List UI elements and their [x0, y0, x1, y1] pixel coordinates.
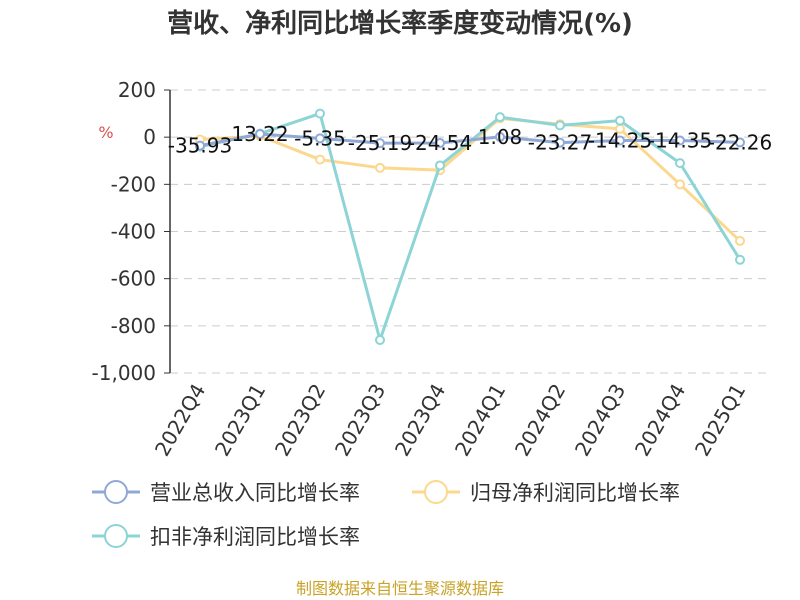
legend-marker: [104, 480, 128, 504]
series-line: [199, 132, 741, 148]
data-label: -5.35: [294, 126, 346, 150]
legend-item[interactable]: 营业总收入同比增长率: [92, 480, 360, 505]
legend-item[interactable]: 归母净利润同比增长率: [412, 480, 680, 505]
data-label: -14.35: [648, 129, 712, 153]
data-point: [435, 160, 445, 171]
x-tick-label: 2024Q2: [510, 380, 570, 461]
data-point: [555, 120, 565, 131]
data-point: [495, 112, 505, 123]
data-point: [555, 137, 565, 148]
data-label: -23.27: [528, 131, 592, 155]
x-tick-label: 2023Q1: [210, 380, 270, 461]
data-point: [195, 140, 205, 151]
y-tick-label: -200: [111, 172, 156, 196]
data-point: [735, 254, 745, 265]
data-point: [435, 137, 445, 148]
y-tick-label: -600: [111, 267, 156, 291]
x-tick-label: 2022Q4: [150, 380, 210, 461]
legend-marker: [104, 524, 128, 548]
y-tick-label: 0: [143, 125, 156, 149]
data-point: [735, 137, 745, 148]
series-layer: [195, 108, 745, 345]
y-axis: 200 0 -200 -400 -600 -800 -1,000: [92, 78, 171, 385]
y-tick-label: 200: [118, 78, 156, 102]
x-tick-label: 2023Q3: [330, 380, 390, 461]
legend-label: 营业总收入同比增长率: [150, 481, 360, 505]
x-tick-label: 2023Q2: [270, 380, 330, 461]
x-tick-label: 2024Q4: [630, 380, 690, 461]
data-point: [375, 162, 385, 173]
data-point: [675, 135, 685, 146]
data-point: [675, 179, 685, 190]
y-tick-label: -400: [111, 220, 156, 244]
y-tick-label: -1,000: [92, 361, 156, 385]
data-point: [315, 108, 325, 119]
legend-item[interactable]: 扣非净利润同比增长率: [92, 524, 360, 549]
data-point: [735, 235, 745, 246]
x-tick-label: 2024Q1: [450, 380, 510, 461]
series-line: [199, 116, 742, 243]
data-label: -24.54: [408, 131, 472, 155]
y-axis-unit: %: [98, 123, 113, 142]
x-tick-label: 2023Q4: [390, 380, 450, 461]
data-label: -35.93: [168, 134, 232, 158]
data-label: 13.22: [231, 122, 288, 146]
legend-marker: [424, 480, 448, 504]
data-point: [495, 131, 505, 142]
data-point: [615, 115, 625, 126]
grid-lines: [170, 89, 770, 374]
x-axis: 2022Q4 2023Q1 2023Q2 2023Q3 2023Q4 2024Q1 2024…: [150, 380, 750, 461]
data-label: -14.25: [588, 129, 652, 153]
data-point: [375, 138, 385, 149]
data-label: -22.26: [708, 130, 772, 154]
legend-label: 扣非净利润同比增长率: [150, 525, 360, 549]
chart-title: 营收、净利同比增长率季度变动情况(%): [167, 8, 633, 39]
y-tick-label: -800: [111, 314, 156, 338]
legend-label: 归母净利润同比增长率: [470, 481, 680, 505]
data-point: [315, 154, 325, 165]
data-label: -25.19: [348, 131, 412, 155]
source-note: 制图数据来自恒生聚源数据库: [296, 579, 504, 598]
data-point: [375, 334, 385, 345]
x-tick-label: 2025Q1: [690, 380, 750, 461]
x-tick-label: 2024Q3: [570, 380, 630, 461]
data-point: [675, 158, 685, 169]
data-label: 1.08: [478, 125, 523, 149]
data-point: [255, 129, 265, 140]
data-point: [615, 135, 625, 146]
data-labels: -35.93 13.22 -5.35 -25.19-24.54 1.08 -23.27-1…: [168, 122, 772, 158]
data-point: [315, 133, 325, 144]
